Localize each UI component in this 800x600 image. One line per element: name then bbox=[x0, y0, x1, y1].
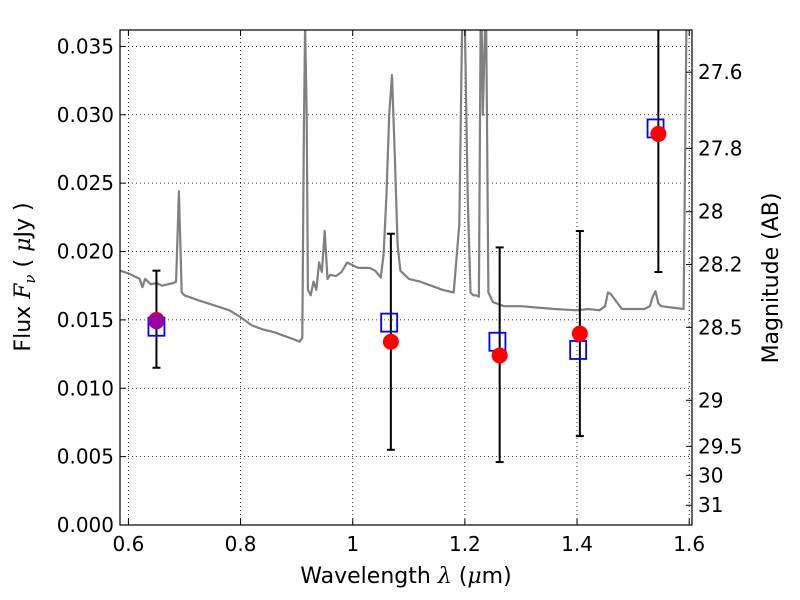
spectrum-line bbox=[120, 30, 688, 343]
axes bbox=[119, 29, 693, 526]
y-tick-label: 0.035 bbox=[57, 34, 114, 58]
y-axis-title-left: Flux Fν ( μJy ) bbox=[11, 202, 39, 351]
observed-photometry-point bbox=[571, 325, 588, 342]
mag-tick-label: 31 bbox=[698, 493, 723, 517]
x-tick-label: 0.8 bbox=[225, 532, 257, 556]
x-tick-label: 1.6 bbox=[673, 532, 705, 556]
observed-photometry-point bbox=[491, 347, 508, 364]
model-spectrum bbox=[120, 30, 688, 343]
x-ticks: 0.6 0.8 1 1.2 1.4 1.6 bbox=[113, 30, 705, 556]
x-tick-label: 1 bbox=[346, 532, 359, 556]
y-tick-label: 0.005 bbox=[57, 445, 114, 469]
photometry-points bbox=[147, 118, 667, 364]
mag-tick-label: 27.8 bbox=[698, 136, 743, 160]
y-tick-label: 0.025 bbox=[57, 171, 114, 195]
y-tick-label: 0.015 bbox=[57, 308, 114, 332]
observed-photometry-point bbox=[382, 333, 399, 350]
observed-photometry-point bbox=[650, 125, 667, 142]
x-tick-label: 1.4 bbox=[561, 532, 593, 556]
x-tick-label: 0.6 bbox=[113, 532, 145, 556]
highlight-point bbox=[148, 313, 165, 330]
y-axis-title-right: Magnitude (AB) bbox=[759, 193, 784, 364]
mag-tick-label: 28.2 bbox=[698, 252, 743, 276]
x-tick-label: 1.2 bbox=[449, 532, 481, 556]
model-photometry-square bbox=[380, 312, 399, 333]
mag-tick-label: 29 bbox=[698, 388, 723, 412]
y-tick-label: 0.020 bbox=[57, 240, 114, 264]
plot-frame bbox=[119, 29, 693, 526]
y-tick-label: 0.000 bbox=[57, 513, 114, 537]
mag-tick-label: 29.5 bbox=[698, 434, 743, 458]
mag-tick-label: 27.6 bbox=[698, 60, 743, 84]
y-tick-label: 0.010 bbox=[57, 376, 114, 400]
y-tick-label: 0.030 bbox=[57, 103, 114, 127]
mag-tick-label: 28 bbox=[698, 200, 723, 224]
y-ticks-left: 0.000 0.005 0.010 0.015 0.020 0.025 0.030 0.035 bbox=[57, 34, 126, 537]
mag-tick-label: 28.5 bbox=[698, 315, 743, 339]
y-ticks-right: 27.6 27.8 28 28.2 28.5 29 29.5 30 31 bbox=[686, 60, 743, 517]
mag-tick-label: 30 bbox=[698, 463, 723, 487]
x-axis-title: Wavelength λ (μm) bbox=[300, 564, 511, 589]
